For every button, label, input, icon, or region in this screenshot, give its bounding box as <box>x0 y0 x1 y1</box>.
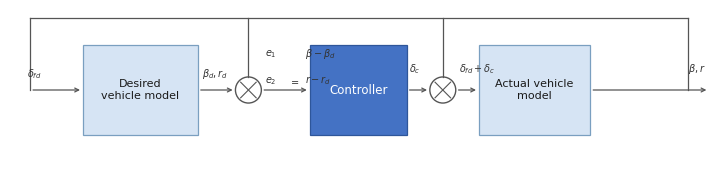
Text: $\delta_{fd}$: $\delta_{fd}$ <box>27 67 41 81</box>
Text: $\delta_c$: $\delta_c$ <box>409 62 420 76</box>
Text: Controller: Controller <box>329 84 387 96</box>
Bar <box>310 45 407 135</box>
Text: $r-r_d$: $r-r_d$ <box>305 75 331 87</box>
Text: Actual vehicle
model: Actual vehicle model <box>495 79 574 101</box>
Text: $\delta_{fd}+\delta_c$: $\delta_{fd}+\delta_c$ <box>459 62 496 76</box>
Text: $=$: $=$ <box>289 76 300 86</box>
Text: $e_1$: $e_1$ <box>265 48 276 60</box>
Text: $\beta-\beta_d$: $\beta-\beta_d$ <box>305 47 336 61</box>
Bar <box>479 45 590 135</box>
Bar <box>83 45 198 135</box>
Text: $e_2$: $e_2$ <box>265 75 276 87</box>
Text: Desired
vehicle model: Desired vehicle model <box>102 79 179 101</box>
Text: $\beta, r$: $\beta, r$ <box>688 62 706 76</box>
Text: $\beta_d, r_d$: $\beta_d, r_d$ <box>202 67 228 81</box>
